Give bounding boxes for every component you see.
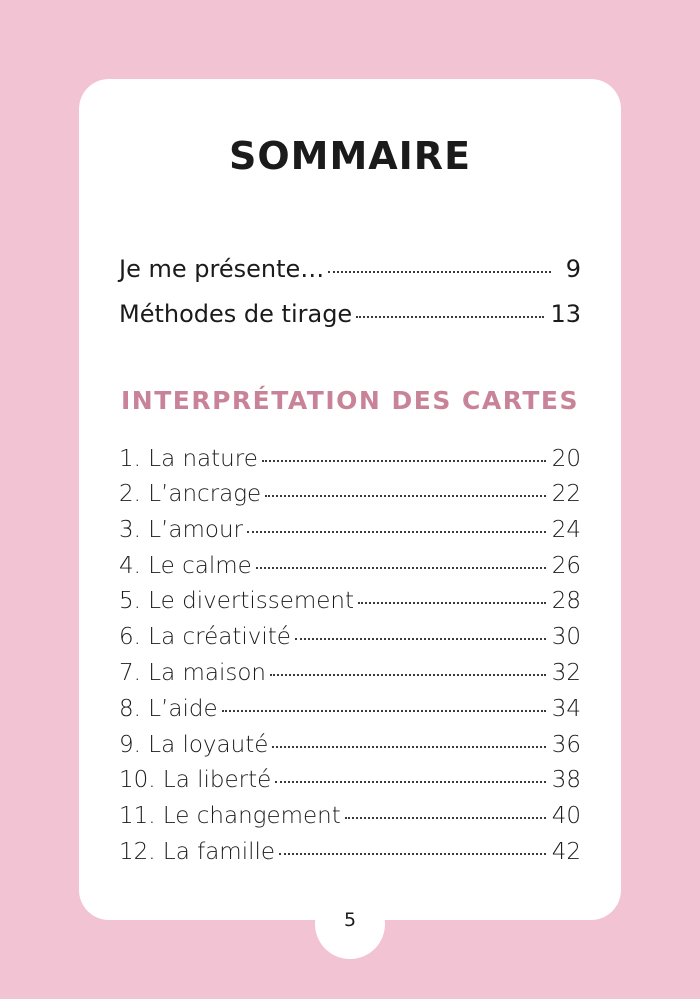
- toc-entry-label: 3. L’amour: [119, 517, 243, 543]
- toc-entry-page: 32: [551, 660, 581, 686]
- toc-entry-page: 26: [551, 553, 581, 579]
- toc-entry-card[interactable]: 11. Le changement 40: [119, 803, 581, 829]
- section-heading: INTERPRÉTATION DES CARTES: [120, 386, 579, 415]
- toc-entry-presentation[interactable]: Je me présente… 9: [119, 255, 581, 283]
- toc-entry-label: 1. La nature: [119, 446, 258, 472]
- toc-entry-page: 34: [551, 696, 581, 722]
- toc-entry-card[interactable]: 2. L’ancrage 22: [119, 481, 581, 507]
- toc-entry-methodes[interactable]: Méthodes de tirage 13: [119, 300, 581, 328]
- toc-entry-page: 28: [551, 588, 581, 614]
- toc-entry-page: 24: [551, 517, 581, 543]
- toc-entry-card[interactable]: 1. La nature 20: [119, 446, 581, 472]
- dot-leader: [221, 710, 546, 712]
- toc-entry-label: 8. L’aide: [119, 696, 218, 722]
- toc-entry-page: 40: [551, 803, 581, 829]
- dot-leader: [261, 460, 546, 462]
- toc-entry-page: 22: [551, 481, 581, 507]
- toc-entry-label: 7. La maison: [119, 660, 266, 686]
- toc-entry-page: 38: [551, 767, 581, 793]
- toc-entry-card[interactable]: 4. Le calme 26: [119, 553, 581, 579]
- toc-entry-label: 5. Le divertissement: [119, 588, 355, 614]
- toc-entry-page: 9: [565, 255, 581, 283]
- toc-entry-label: 12. La famille: [119, 839, 276, 865]
- dot-leader: [328, 271, 551, 273]
- toc-entry-page: 13: [550, 300, 581, 328]
- toc-entry-card[interactable]: 9. La loyauté 36: [119, 732, 581, 758]
- dot-leader: [279, 853, 546, 855]
- toc-entry-label: 4. Le calme: [119, 553, 252, 579]
- page-title: SOMMAIRE: [228, 134, 472, 178]
- dot-leader: [255, 567, 546, 569]
- toc-entry-page: 30: [551, 624, 581, 650]
- dot-leader: [358, 602, 546, 604]
- contents-card: SOMMAIRE Je me présente… 9 Méthodes de t…: [79, 79, 621, 920]
- toc-entry-card[interactable]: 8. L’aide 34: [119, 696, 581, 722]
- dot-leader: [275, 781, 546, 783]
- toc-entry-card[interactable]: 6. La créativité 30: [119, 624, 581, 650]
- page-number-tab: [315, 889, 385, 959]
- dot-leader: [294, 638, 546, 640]
- toc-entry-label: 6. La créativité: [119, 624, 291, 650]
- dot-leader: [265, 495, 546, 497]
- toc-entry-card[interactable]: 12. La famille 42: [119, 839, 581, 865]
- toc-entry-page: 20: [551, 446, 581, 472]
- toc-entry-label: Je me présente…: [119, 255, 325, 283]
- dot-leader: [270, 674, 546, 676]
- toc-entry-label: Méthodes de tirage: [119, 300, 353, 328]
- dot-leader: [246, 531, 546, 533]
- toc-entry-card[interactable]: 7. La maison 32: [119, 660, 581, 686]
- toc-entry-label: 2. L’ancrage: [119, 481, 262, 507]
- dot-leader: [356, 316, 545, 318]
- toc-entry-label: 10. La liberté: [119, 767, 272, 793]
- dot-leader: [344, 817, 546, 819]
- toc-entry-card[interactable]: 3. L’amour 24: [119, 517, 581, 543]
- toc-entry-card[interactable]: 10. La liberté 38: [119, 767, 581, 793]
- toc-entry-page: 36: [551, 732, 581, 758]
- toc-entry-label: 9. La loyauté: [119, 732, 269, 758]
- dot-leader: [272, 746, 546, 748]
- toc-entry-page: 42: [551, 839, 581, 865]
- page-number: 5: [343, 909, 357, 931]
- toc-entry-card[interactable]: 5. Le divertissement 28: [119, 588, 581, 614]
- toc-entry-label: 11. Le changement: [119, 803, 341, 829]
